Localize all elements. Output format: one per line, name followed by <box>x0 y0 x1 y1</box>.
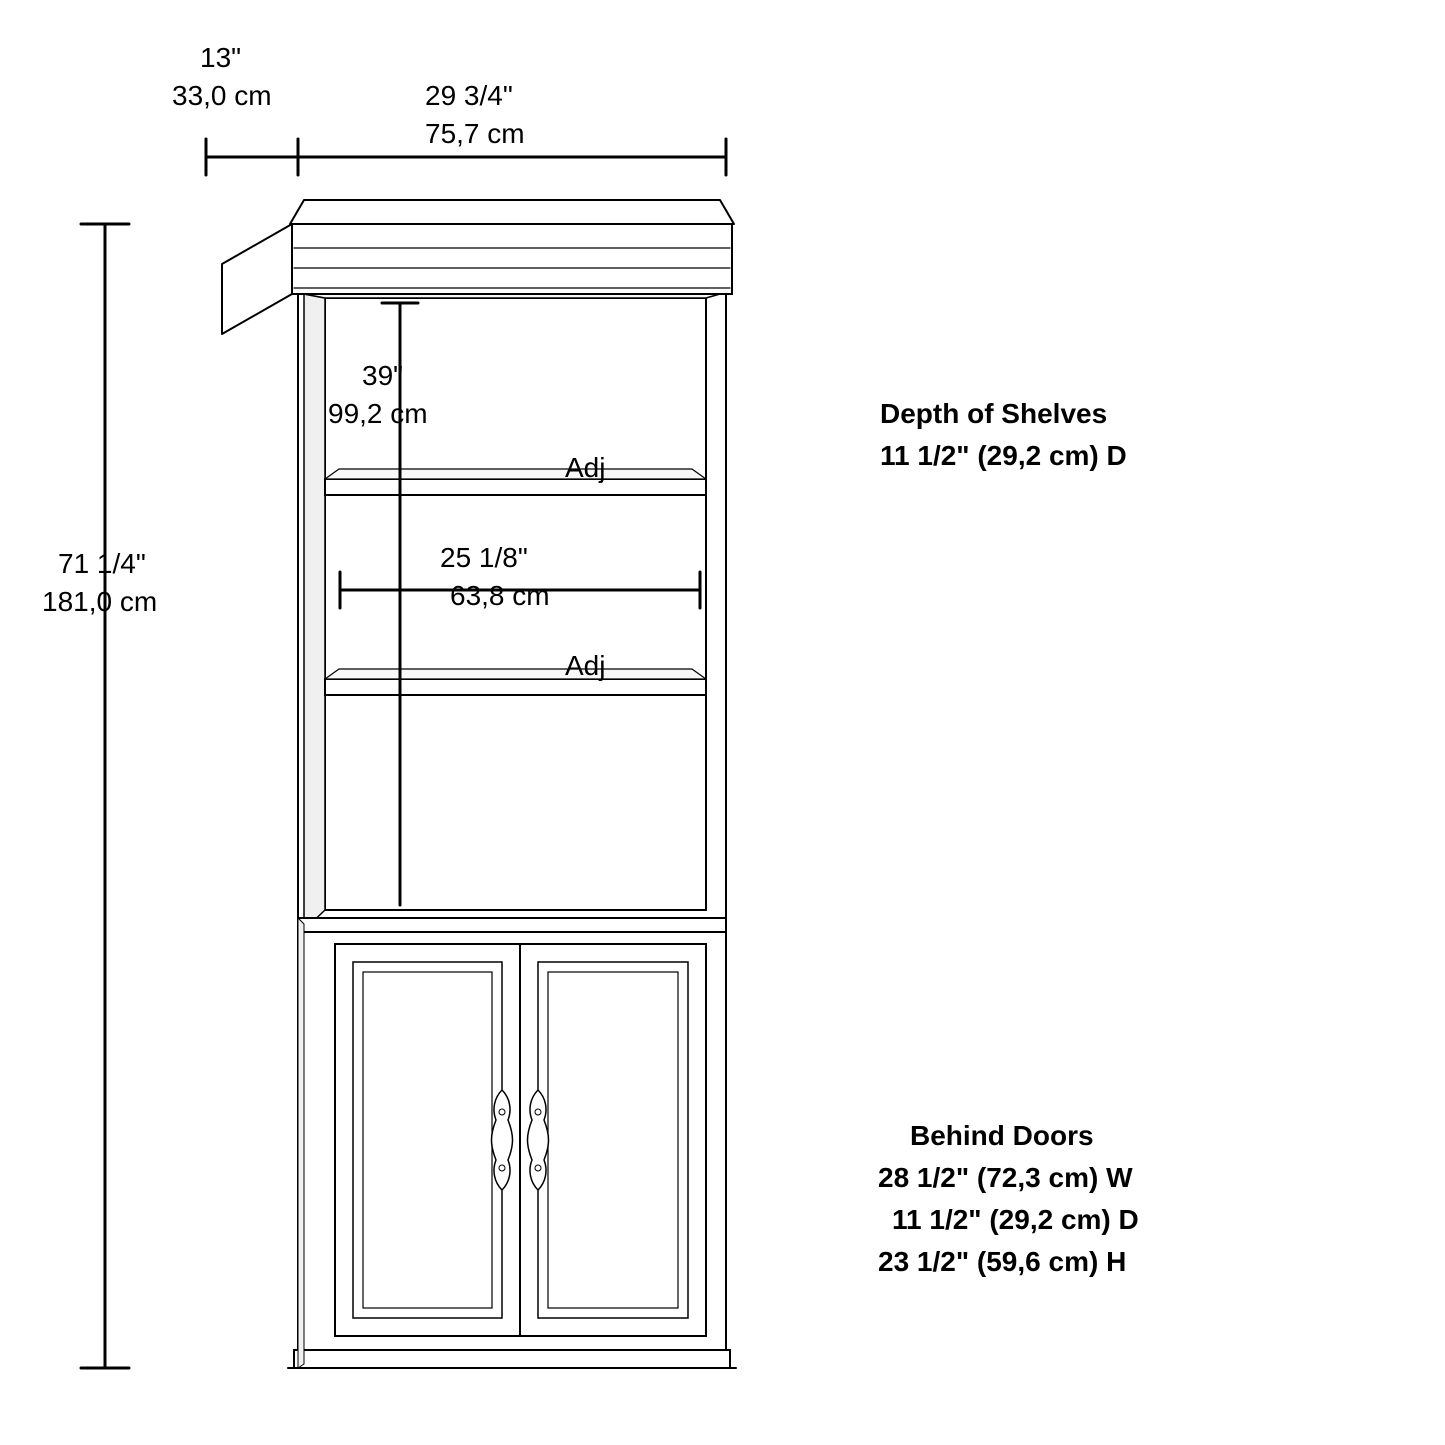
height-cm: 181,0 cm <box>42 584 157 619</box>
behind-doors-width: 28 1/2" (72,3 cm) W <box>878 1160 1133 1195</box>
depth-top-inches: 13" <box>200 40 241 75</box>
depth-shelves-title: Depth of Shelves <box>880 396 1107 431</box>
depth-top-cm: 33,0 cm <box>172 78 272 113</box>
height-inches: 71 1/4" <box>58 546 146 581</box>
shelf-width-cm: 63,8 cm <box>450 578 550 613</box>
shelf-height-cm: 99,2 cm <box>328 396 428 431</box>
diagram-canvas: 13" 33,0 cm 29 3/4" 75,7 cm 71 1/4" 181,… <box>0 0 1445 1445</box>
behind-doors-height: 23 1/2" (59,6 cm) H <box>878 1244 1126 1279</box>
depth-shelves-value: 11 1/2" (29,2 cm) D <box>880 438 1127 473</box>
shelf-width-inches: 25 1/8" <box>440 540 528 575</box>
width-cm: 75,7 cm <box>425 116 525 151</box>
adj-label-2: Adj <box>565 648 605 683</box>
behind-doors-depth: 11 1/2" (29,2 cm) D <box>892 1202 1139 1237</box>
adj-label-1: Adj <box>565 450 605 485</box>
behind-doors-title: Behind Doors <box>910 1118 1094 1153</box>
width-inches: 29 3/4" <box>425 78 513 113</box>
bookcase-drawing <box>0 0 1445 1445</box>
shelf-height-inches: 39" <box>362 358 403 393</box>
